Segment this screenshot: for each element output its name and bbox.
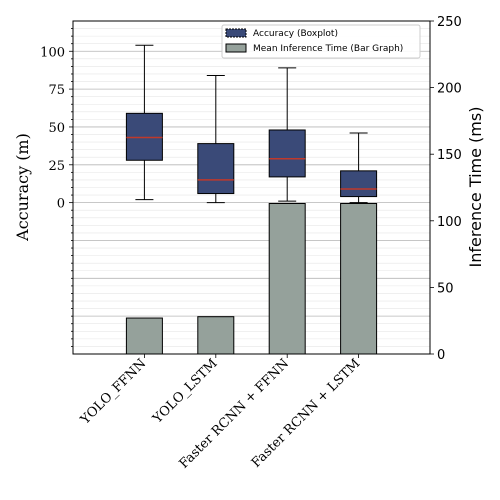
accuracy-box	[197, 143, 235, 195]
legend: Accuracy (Boxplot) Mean Inference Time (…	[221, 24, 421, 59]
left-tick-label: 25	[48, 159, 65, 174]
legend-swatch-bar	[225, 43, 247, 53]
right-tick-label: 100	[437, 215, 462, 230]
right-tick-label: 0	[437, 348, 445, 363]
left-tick-label: 100	[40, 45, 65, 60]
left-tick-label: 50	[48, 121, 65, 136]
x-tick-label: YOLO_LSTM	[150, 356, 221, 427]
accuracy-box	[125, 112, 163, 161]
right-axis-label: Inference Time (ms)	[466, 107, 485, 268]
x-tick-label: YOLO_FFNN	[77, 356, 149, 428]
inference-bars	[125, 202, 378, 355]
left-tick-label: 75	[48, 83, 65, 98]
accuracy-boxplots	[125, 44, 378, 204]
accuracy-box	[268, 129, 306, 178]
right-tick-label: 150	[437, 148, 462, 163]
left-axis-label: Accuracy (m)	[13, 133, 32, 242]
left-axis: 0 25 50 75 100	[40, 28, 73, 347]
accuracy-box	[340, 170, 378, 198]
legend-swatch-boxplot	[225, 28, 247, 38]
right-axis: 0 50 100 150 200 250	[430, 15, 462, 363]
inference-bar	[340, 202, 378, 355]
left-tick-label: 0	[57, 197, 65, 212]
inference-bar	[197, 316, 235, 355]
inference-bar	[125, 317, 163, 355]
right-tick-label: 50	[437, 281, 454, 296]
inference-bar	[268, 202, 306, 355]
legend-frame	[221, 24, 421, 59]
legend-label-bar: Mean Inference Time (Bar Graph)	[253, 44, 403, 54]
right-tick-label: 200	[437, 82, 462, 97]
legend-label-boxplot: Accuracy (Boxplot)	[253, 29, 338, 39]
right-tick-label: 250	[437, 15, 462, 30]
